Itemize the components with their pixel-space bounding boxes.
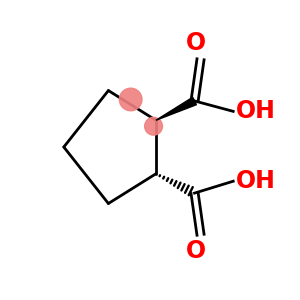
Text: OH: OH <box>236 169 275 193</box>
Text: O: O <box>186 31 206 55</box>
Circle shape <box>119 88 142 111</box>
Circle shape <box>145 117 163 135</box>
Text: OH: OH <box>236 99 275 123</box>
Polygon shape <box>156 97 196 120</box>
Text: O: O <box>186 239 206 263</box>
